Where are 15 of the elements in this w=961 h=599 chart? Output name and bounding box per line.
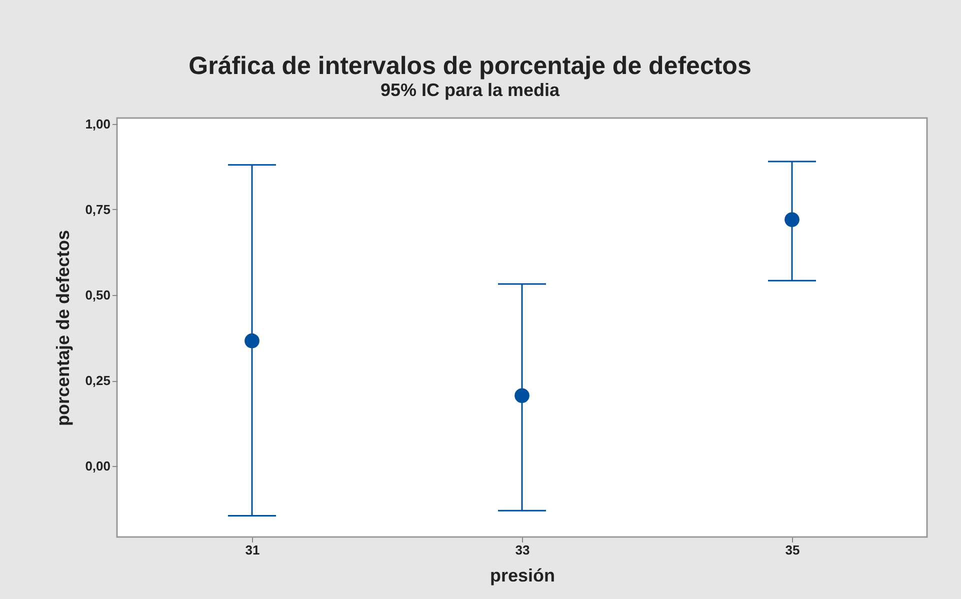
point <box>244 333 260 348</box>
y-tick-label: 0,75 <box>85 202 110 217</box>
y-tick-label: 0,50 <box>85 287 110 302</box>
x-axis-title: presión <box>490 566 556 586</box>
y-tick-label: 0,00 <box>85 458 110 474</box>
chart-subtitle: 95% IC para la media <box>380 80 561 100</box>
y-tick-label: 0,25 <box>85 373 110 388</box>
x-tick-label: 33 <box>515 542 530 558</box>
y-tick-label: 1,00 <box>85 116 110 132</box>
point <box>514 388 530 404</box>
chart-title: Gráfica de intervalos de porcentaje de defectos <box>188 52 752 80</box>
point <box>784 212 800 228</box>
x-tick-label: 31 <box>245 542 260 558</box>
x-tick-label: 35 <box>785 542 800 558</box>
y-axis-title: porcentaje de defectos <box>53 230 74 426</box>
